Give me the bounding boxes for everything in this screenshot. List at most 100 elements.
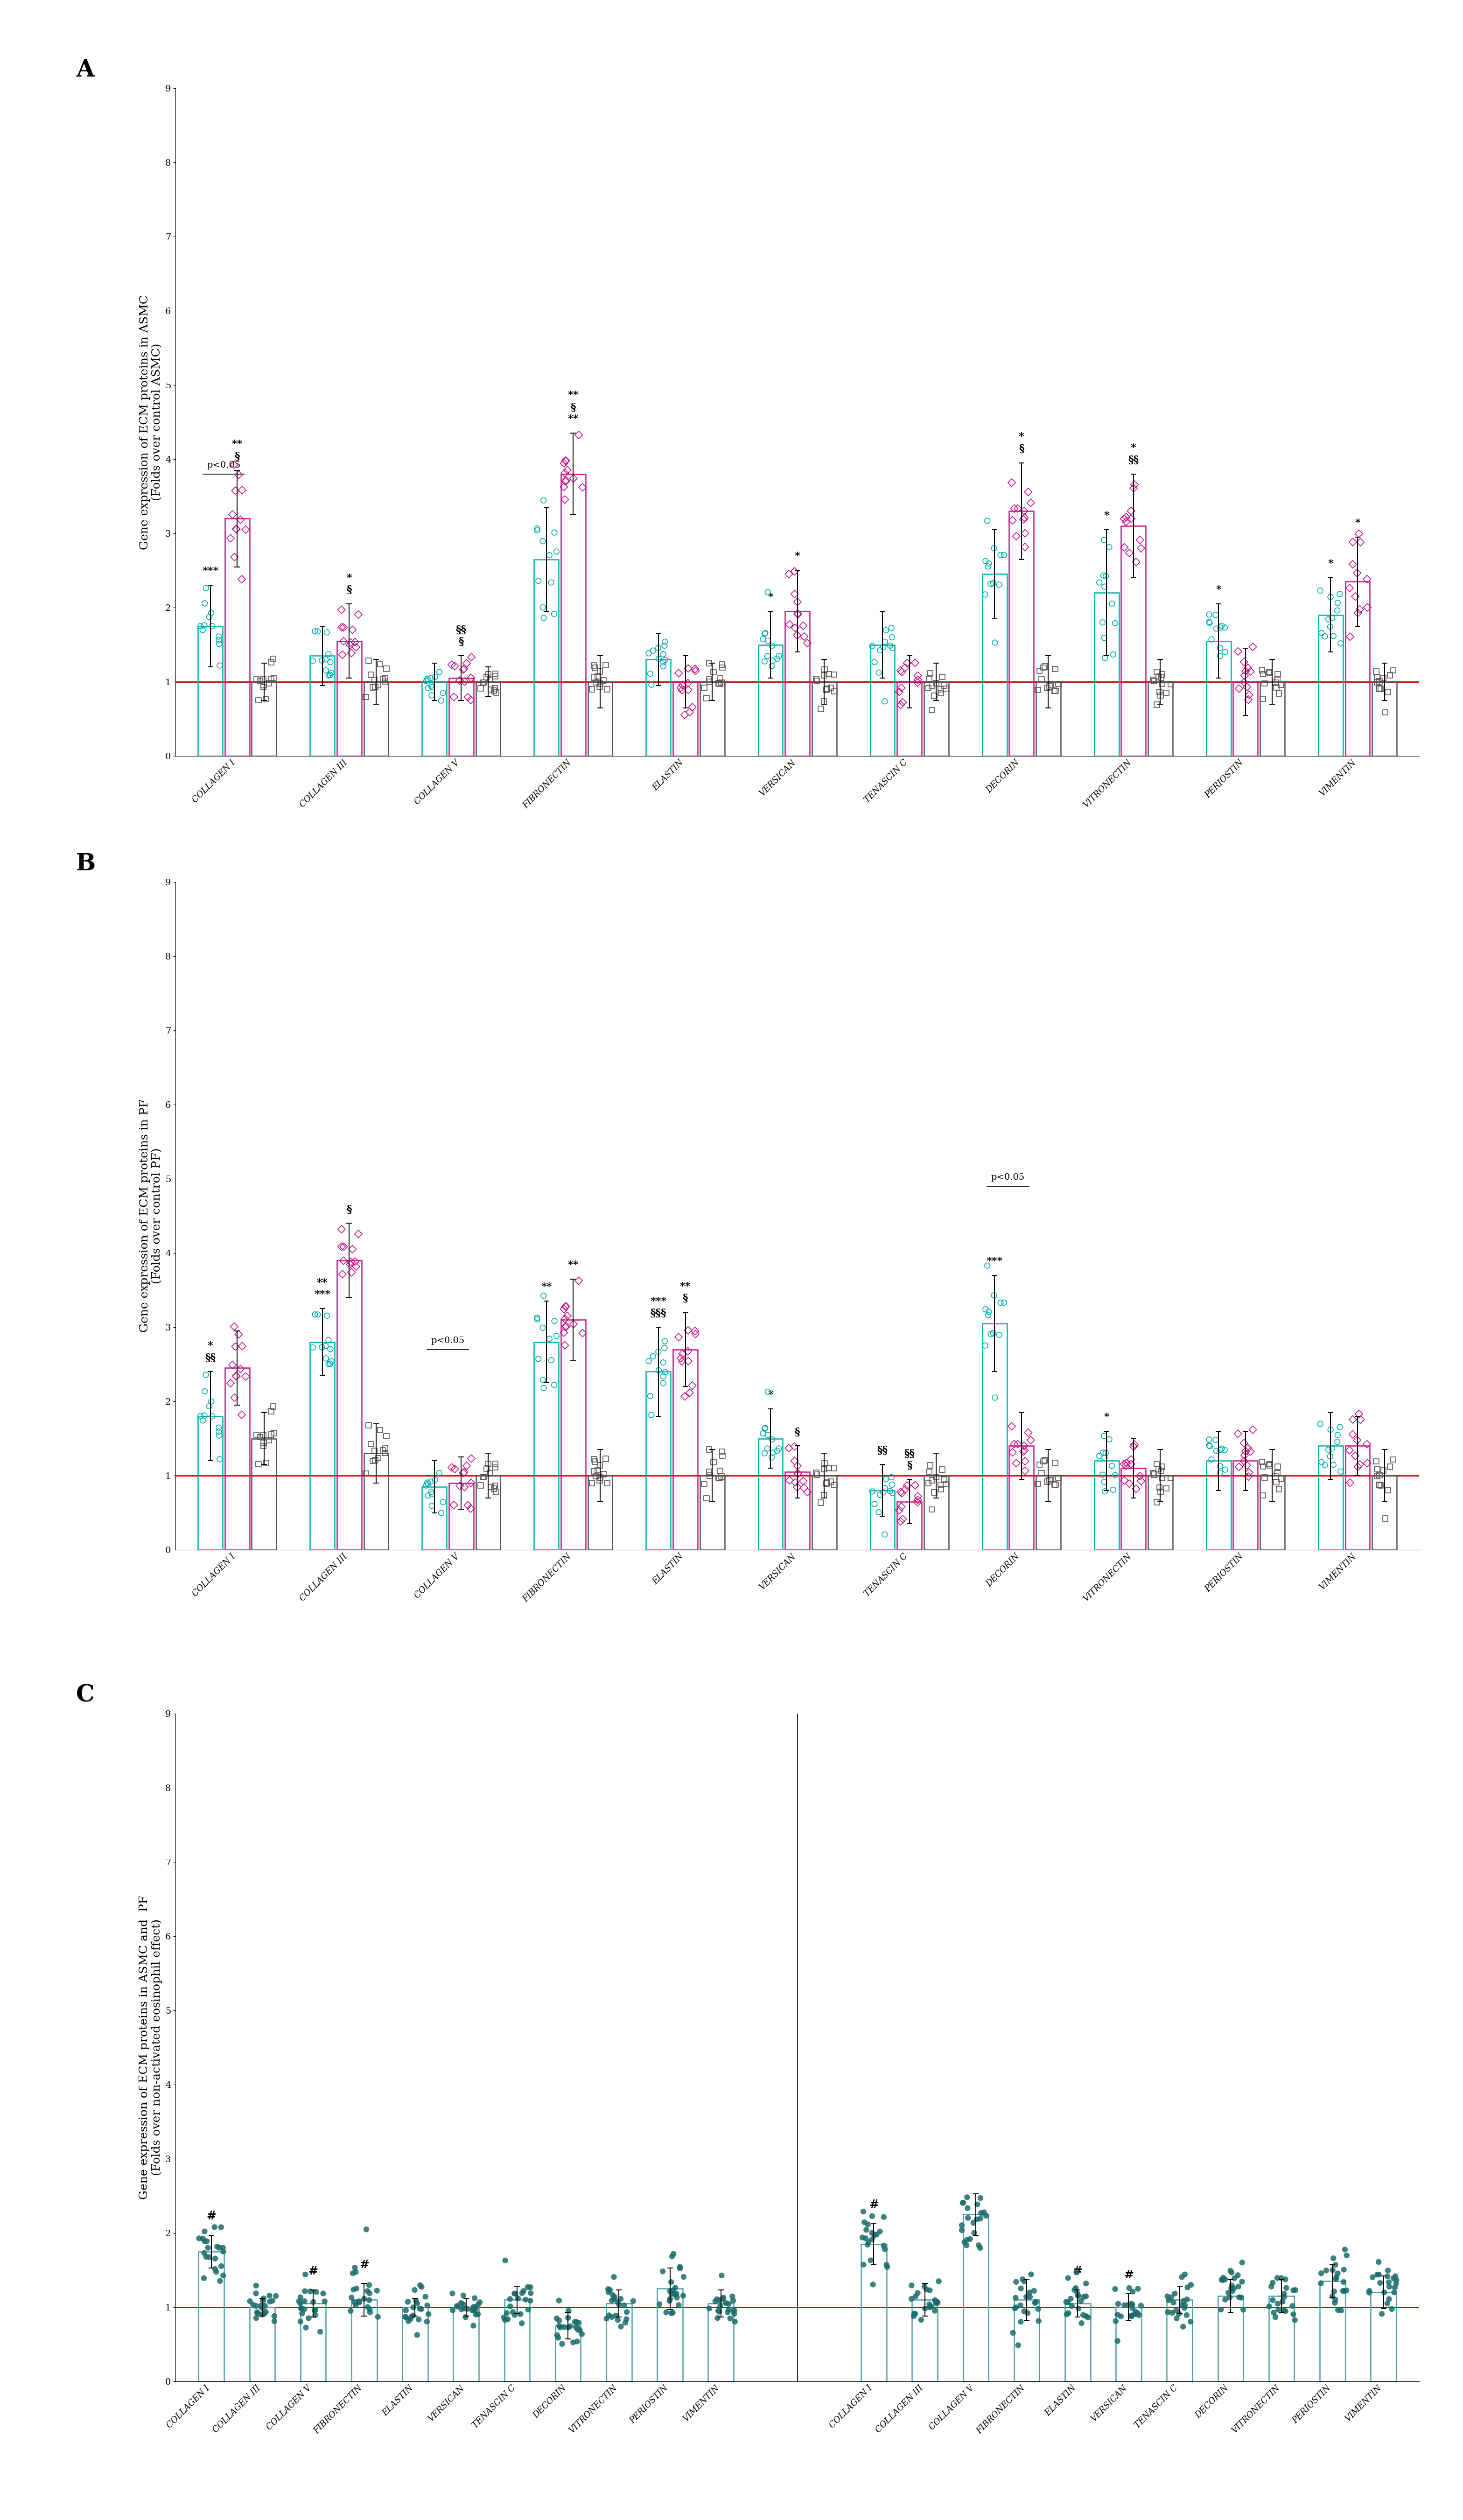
Point xyxy=(452,660,475,701)
Text: C: C xyxy=(76,1683,95,1706)
Point xyxy=(354,2210,377,2250)
Point xyxy=(420,1487,443,1527)
Point xyxy=(903,2293,926,2334)
Text: *: * xyxy=(1355,519,1361,529)
Point xyxy=(1261,2263,1285,2303)
Point xyxy=(670,1341,693,1381)
Point xyxy=(456,678,480,718)
Point xyxy=(203,2208,227,2248)
Point xyxy=(906,1482,929,1522)
Text: ***
§§§: *** §§§ xyxy=(650,1295,667,1318)
Bar xyxy=(647,1371,670,1550)
Point xyxy=(1027,2288,1050,2328)
Point xyxy=(313,2281,336,2321)
Point xyxy=(647,1351,670,1391)
Point xyxy=(923,1472,947,1512)
Point xyxy=(1337,1429,1361,1469)
Point xyxy=(315,1326,338,1366)
Point xyxy=(1097,527,1121,567)
Point xyxy=(925,663,948,703)
Point xyxy=(906,1477,929,1517)
Point xyxy=(1356,587,1380,627)
Point xyxy=(977,544,1001,585)
Point xyxy=(556,2308,579,2349)
Point xyxy=(1265,1446,1289,1487)
Point xyxy=(1241,627,1264,668)
Point xyxy=(1005,1444,1028,1484)
Point xyxy=(347,1215,370,1255)
Point xyxy=(1170,2258,1194,2298)
Point xyxy=(663,2276,686,2316)
Point xyxy=(982,1313,1005,1353)
Point xyxy=(1102,635,1125,675)
Text: **
§: ** § xyxy=(231,438,243,461)
Point xyxy=(1017,471,1040,512)
Point xyxy=(862,2265,885,2306)
Point xyxy=(1150,1459,1173,1499)
Point xyxy=(459,658,483,698)
Point xyxy=(1112,499,1135,539)
Point xyxy=(595,668,619,708)
Bar xyxy=(708,2303,733,2381)
Point xyxy=(753,1434,777,1474)
Point xyxy=(680,688,704,728)
Point xyxy=(259,658,282,698)
Point xyxy=(1122,464,1146,504)
Point xyxy=(478,1467,502,1507)
Point xyxy=(423,658,446,698)
Point xyxy=(540,562,563,602)
Point xyxy=(329,607,353,648)
Point xyxy=(600,2296,623,2336)
Point xyxy=(955,2225,979,2265)
Point xyxy=(1119,2283,1143,2323)
Point xyxy=(547,2281,571,2321)
Point xyxy=(414,660,437,701)
Point xyxy=(1267,1469,1290,1509)
Point xyxy=(462,2286,486,2326)
Point xyxy=(1179,2301,1203,2341)
Point xyxy=(1094,557,1118,597)
Point xyxy=(900,2265,923,2306)
Point xyxy=(868,653,891,693)
Point xyxy=(262,1414,285,1454)
Bar xyxy=(911,2301,938,2381)
Point xyxy=(676,670,699,711)
Point xyxy=(622,2281,645,2321)
Point xyxy=(475,1449,499,1489)
Point xyxy=(366,2296,389,2336)
Bar xyxy=(925,1477,948,1550)
Point xyxy=(1020,2255,1043,2296)
Point xyxy=(859,2240,882,2281)
Point xyxy=(1377,1469,1400,1509)
Point xyxy=(288,2283,312,2323)
Point xyxy=(1257,1444,1280,1484)
Point xyxy=(1317,600,1340,640)
Point xyxy=(872,2197,895,2238)
Text: §§: §§ xyxy=(878,1446,888,1457)
Point xyxy=(512,2271,535,2311)
Point xyxy=(1122,1426,1146,1467)
Text: *
§§: * §§ xyxy=(1128,444,1138,466)
Point xyxy=(192,2218,215,2258)
Point xyxy=(1004,2278,1027,2318)
Bar xyxy=(198,625,222,756)
Point xyxy=(398,2298,421,2339)
Point xyxy=(303,2291,326,2331)
Point xyxy=(1118,1464,1141,1504)
Point xyxy=(1377,673,1400,713)
Point xyxy=(1327,2291,1350,2331)
Point xyxy=(198,2238,221,2278)
Text: B: B xyxy=(76,852,95,874)
Text: *: * xyxy=(1216,585,1222,595)
Bar xyxy=(198,1416,222,1550)
Point xyxy=(1365,2255,1388,2296)
Point xyxy=(601,2276,625,2316)
Point xyxy=(1346,1419,1369,1459)
Point xyxy=(198,1386,221,1426)
Point xyxy=(707,663,730,703)
Bar xyxy=(534,1343,559,1550)
Point xyxy=(208,1409,231,1449)
Point xyxy=(547,2306,571,2346)
Point xyxy=(394,2296,417,2336)
Point xyxy=(958,2218,982,2258)
